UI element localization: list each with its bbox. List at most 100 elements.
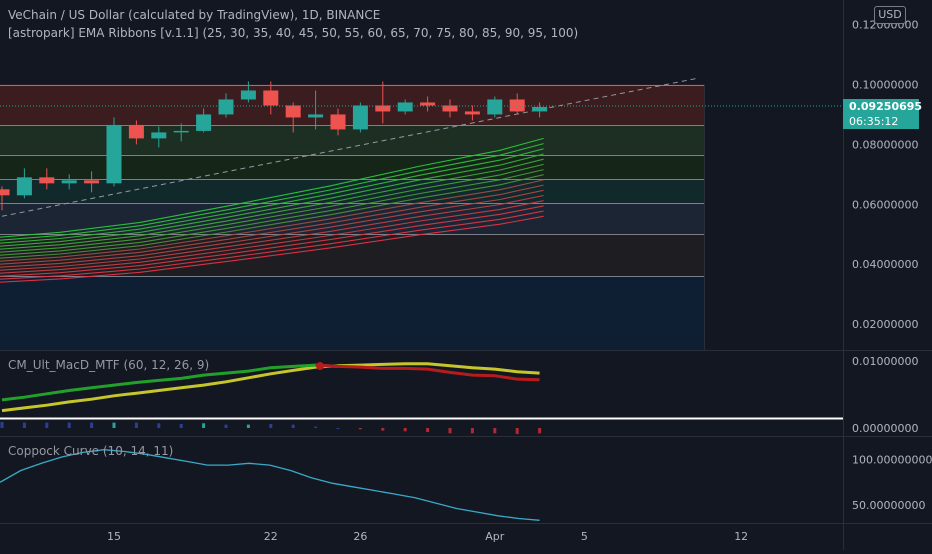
- ema-ribbon-40: [0, 153, 544, 247]
- macd-hist-bar-21: [470, 427, 474, 434]
- ema-ribbon-65: [0, 179, 544, 262]
- candle-body-11: [240, 90, 256, 100]
- macd-hist-bar-20: [448, 427, 452, 434]
- macd-axis-tick-1: 0.00000000: [852, 422, 918, 435]
- candle-body-20: [442, 105, 458, 112]
- macd-hist-bar-19: [426, 427, 430, 432]
- macd-hist-bar-13: [291, 424, 295, 428]
- macd-legend: CM_Ult_MacD_MTF (60, 12, 26, 9): [8, 358, 210, 372]
- ema-ribbon-60: [0, 174, 544, 259]
- macd-hist-bar-14: [314, 426, 318, 428]
- macd-hist-bar-1: [22, 422, 26, 428]
- dashed-trendline: [1, 78, 697, 217]
- price-axis-tick-4: 0.04000000: [852, 258, 918, 271]
- macd-hist-bar-11: [246, 424, 250, 428]
- macd-hist-bar-5: [112, 422, 116, 428]
- zone-6: [0, 276, 704, 350]
- zone-2: [0, 154, 704, 179]
- time-axis-tick-3: Apr: [485, 530, 505, 543]
- time-axis-tick-2: 26: [353, 530, 367, 543]
- zone-1: [0, 124, 704, 155]
- candle-body-0: [0, 189, 10, 196]
- ema-ribbon-80: [0, 194, 544, 271]
- zone-0: [0, 84, 704, 125]
- price-axis-tick-3: 0.06000000: [852, 198, 918, 211]
- macd-hist-bar-7: [157, 423, 161, 428]
- price-axis-tick-1: 0.10000000: [852, 79, 918, 92]
- coppock-axis-tick-0: 100.00000000: [852, 454, 932, 467]
- macd-hist-bar-3: [67, 422, 71, 428]
- macd-line-bull: [1, 363, 339, 402]
- symbol-title: VeChain / US Dollar (calculated by Tradi…: [8, 8, 381, 22]
- candle-body-18: [397, 102, 413, 112]
- ema-ribbon-35: [0, 148, 544, 244]
- price-axis-tick-5: 0.02000000: [852, 318, 918, 331]
- ema-ribbon-90: [0, 205, 544, 277]
- candle-body-19: [420, 102, 436, 106]
- candle-body-4: [84, 180, 100, 184]
- macd-hist-bar-12: [269, 423, 273, 428]
- candle-body-21: [464, 111, 480, 115]
- coppock-legend: Coppock Curve (10, 14, 11): [8, 444, 174, 458]
- candle-body-1: [16, 177, 32, 196]
- bar-countdown: 06:35:12: [843, 114, 919, 129]
- ema-ribbon-25: [0, 137, 544, 238]
- candle-body-2: [39, 177, 55, 184]
- macd-hist-bar-6: [134, 422, 138, 428]
- candle-body-13: [285, 105, 301, 118]
- ema-ribbon-30: [0, 143, 544, 241]
- zone-4: [0, 202, 704, 235]
- candle-body-6: [128, 124, 144, 139]
- macd-hist-bar-17: [381, 427, 385, 431]
- coppock-axis-tick-1: 50.00000000: [852, 499, 925, 512]
- time-axis-tick-1: 22: [264, 530, 278, 543]
- ema-ribbon-45: [0, 158, 544, 250]
- candle-body-22: [487, 99, 503, 115]
- candle-body-12: [263, 90, 279, 106]
- macd-line-bear: [315, 363, 540, 382]
- candle-body-15: [330, 114, 346, 130]
- candle-body-23: [509, 99, 525, 112]
- last-price-label: 0.09250695: [843, 99, 922, 114]
- ema-ribbon-100: [0, 215, 544, 283]
- time-axis-tick-5: 12: [734, 530, 748, 543]
- candle-body-14: [308, 114, 324, 118]
- coppock-line: [0, 449, 540, 521]
- candle-body-8: [173, 130, 189, 133]
- macd-signal-line: [1, 362, 540, 413]
- macd-cross-dot: [316, 362, 325, 371]
- macd-hist-bar-4: [90, 422, 94, 428]
- macd-hist-bar-2: [45, 422, 49, 428]
- candle-body-7: [151, 132, 167, 139]
- ema-ribbons-legend: [astropark] EMA Ribbons [v.1.1] (25, 30,…: [8, 26, 579, 40]
- macd-hist-bar-23: [515, 427, 519, 434]
- ema-ribbon-75: [0, 189, 544, 268]
- candle-body-3: [61, 180, 77, 184]
- ema-ribbon-55: [0, 169, 544, 256]
- macd-hist-bar-10: [224, 424, 228, 428]
- macd-hist-bar-18: [403, 427, 407, 432]
- candle-body-16: [352, 105, 368, 130]
- macd-hist-bar-8: [179, 423, 183, 428]
- macd-hist-bar-9: [202, 423, 206, 428]
- price-axis-tick-2: 0.08000000: [852, 138, 918, 151]
- macd-axis-tick-0: 0.01000000: [852, 355, 918, 368]
- candle-body-9: [196, 114, 212, 131]
- zone-3: [0, 178, 704, 203]
- candle-body-24: [532, 106, 548, 112]
- candle-body-5: [106, 124, 122, 184]
- macd-hist-bar-0: [0, 421, 4, 428]
- ema-ribbon-95: [0, 210, 544, 280]
- ema-ribbon-70: [0, 184, 544, 265]
- macd-hist-bar-22: [493, 427, 497, 434]
- currency-button[interactable]: USD: [874, 6, 906, 24]
- ema-ribbon-85: [0, 200, 544, 274]
- candle-body-10: [218, 99, 234, 115]
- macd-hist-bar-16: [358, 427, 362, 430]
- macd-hist-bar-24: [538, 427, 542, 434]
- macd-hist-bar-15: [336, 427, 340, 429]
- ema-ribbon-50: [0, 163, 544, 253]
- time-axis-tick-0: 15: [107, 530, 121, 543]
